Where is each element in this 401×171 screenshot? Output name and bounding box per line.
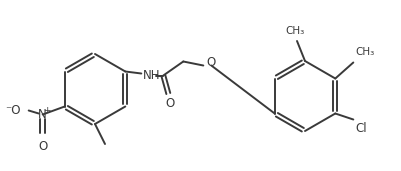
Text: CH₃: CH₃ [285,26,304,36]
Text: O: O [206,56,215,69]
Text: CH₃: CH₃ [354,48,374,57]
Text: ⁻O: ⁻O [5,104,20,117]
Text: +: + [43,106,51,115]
Text: NH: NH [143,69,160,82]
Text: Cl: Cl [354,122,366,135]
Text: O: O [165,97,174,110]
Text: N: N [38,108,47,121]
Text: O: O [38,140,47,153]
